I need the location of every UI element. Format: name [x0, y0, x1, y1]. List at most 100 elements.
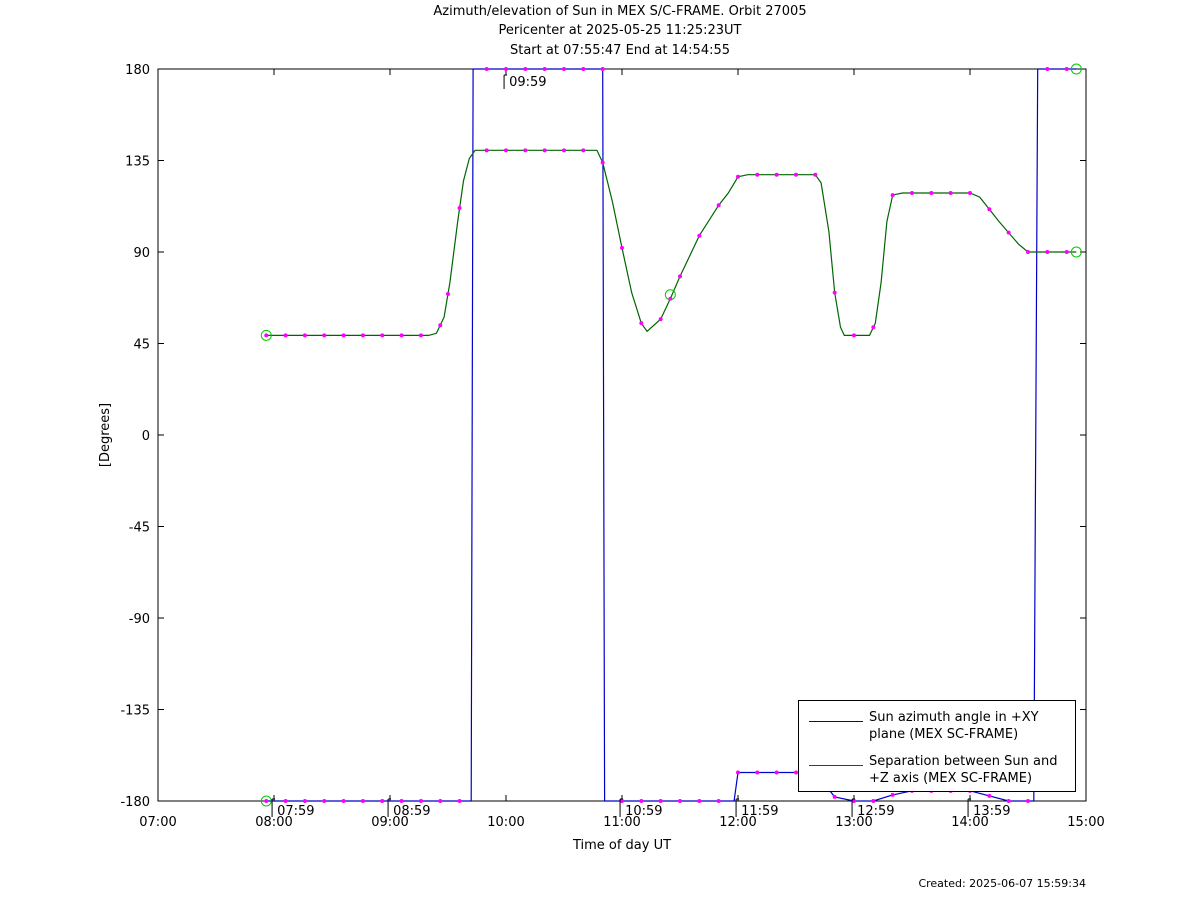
legend-item-azimuth: Sun azimuth angle in +XY plane (MEX SC-F…: [799, 709, 1075, 749]
endpoint-marker: [260, 795, 272, 807]
data-marker-separation: [1045, 250, 1050, 254]
data-marker-separation: [813, 172, 818, 177]
data-marker-separation: [484, 148, 489, 153]
legend-label-azimuth: Sun azimuth angle in +XY plane (MEX SC-F…: [869, 710, 1039, 742]
data-marker-azimuth: [484, 67, 489, 71]
data-marker-azimuth: [438, 799, 443, 803]
data-marker-separation: [446, 292, 450, 297]
annotation-label: 08:59: [393, 804, 430, 819]
x-tick-label: 07:00: [139, 815, 176, 830]
data-marker-separation: [581, 148, 586, 153]
data-marker-azimuth: [871, 799, 876, 803]
x-axis-label: Time of day UT: [572, 838, 671, 853]
data-marker-separation: [852, 333, 856, 338]
data-marker-azimuth: [716, 799, 721, 803]
data-marker-separation: [774, 172, 779, 177]
data-marker-separation: [380, 333, 385, 338]
chart-legend: Sun azimuth angle in +XY plane (MEX SC-F…: [798, 700, 1076, 792]
endpoint-marker: [1070, 63, 1082, 75]
data-marker-azimuth: [736, 770, 740, 775]
data-marker-separation: [283, 333, 288, 338]
data-marker-separation: [755, 172, 760, 177]
data-marker-azimuth: [678, 799, 682, 803]
y-tick-label: -90: [129, 612, 150, 627]
annotation-label: 10:59: [625, 804, 662, 819]
y-tick-label: 90: [133, 246, 150, 261]
data-marker-azimuth: [1045, 67, 1050, 71]
annotation-label: 13:59: [973, 804, 1010, 819]
endpoint-marker: [664, 289, 676, 301]
data-marker-separation: [542, 148, 547, 153]
data-marker-azimuth: [283, 799, 288, 803]
data-marker-separation: [322, 333, 327, 338]
legend-label-separation: Separation between Sun and +Z axis (MEX …: [869, 754, 1058, 786]
data-marker-azimuth: [1064, 67, 1069, 71]
data-marker-separation: [716, 203, 721, 208]
data-marker-separation: [562, 148, 566, 153]
y-axis-label: [Degrees]: [98, 403, 113, 467]
data-marker-azimuth: [504, 67, 508, 71]
data-marker-azimuth: [658, 799, 663, 803]
data-marker-azimuth: [890, 792, 895, 797]
data-marker-separation: [929, 191, 934, 196]
data-marker-azimuth: [697, 799, 702, 803]
data-marker-separation: [678, 274, 682, 279]
x-tick-label: 14:00: [951, 815, 988, 830]
data-marker-separation: [658, 317, 663, 322]
data-marker-azimuth: [322, 799, 327, 803]
pericenter-subtitle: Pericenter at 2025-05-25 11:25:23UT: [498, 23, 742, 38]
created-timestamp: Created: 2025-06-07 15:59:34: [918, 877, 1086, 890]
data-marker-separation: [600, 160, 605, 165]
data-marker-separation: [360, 333, 365, 338]
data-marker-separation: [871, 325, 876, 330]
data-marker-azimuth: [418, 799, 423, 803]
data-marker-azimuth: [1026, 799, 1030, 803]
data-marker-azimuth: [523, 67, 528, 71]
data-marker-azimuth: [639, 799, 644, 803]
data-marker-azimuth: [399, 799, 404, 803]
y-tick-label: -45: [129, 521, 150, 536]
data-marker-separation: [968, 191, 972, 196]
data-marker-azimuth: [774, 770, 779, 775]
data-marker-azimuth: [832, 794, 837, 799]
endpoint-marker: [260, 329, 272, 341]
data-marker-azimuth: [755, 770, 760, 775]
x-tick-label: 08:00: [255, 815, 292, 830]
x-tick-label: 15:00: [1067, 815, 1104, 830]
data-marker-separation: [1006, 230, 1011, 235]
y-tick-label: -180: [120, 795, 150, 810]
data-marker-separation: [832, 290, 837, 295]
data-marker-azimuth: [581, 67, 586, 71]
legend-item-separation: Separation between Sun and +Z axis (MEX …: [799, 753, 1075, 793]
data-marker-separation: [987, 207, 992, 212]
annotation-label: 12:59: [857, 804, 894, 819]
x-tick-label: 09:00: [371, 815, 408, 830]
data-marker-azimuth: [620, 799, 624, 803]
data-marker-separation: [457, 205, 462, 210]
start-end-subtitle: Start at 07:55:47 End at 14:54:55: [509, 43, 731, 58]
data-marker-azimuth: [794, 770, 798, 775]
x-tick-label: 12:00: [719, 815, 756, 830]
data-marker-separation: [264, 333, 269, 338]
y-tick-label: -135: [120, 704, 150, 719]
annotation-label: 11:59: [741, 804, 778, 819]
data-marker-separation: [736, 174, 740, 179]
plot-frame: [157, 68, 1087, 802]
series-line-separation: [266, 149, 1077, 336]
data-marker-separation: [438, 323, 443, 328]
legend-swatch-azimuth: [809, 721, 863, 722]
data-marker-azimuth: [987, 793, 992, 798]
data-marker-azimuth: [600, 67, 605, 71]
data-marker-azimuth: [302, 799, 307, 803]
data-marker-separation: [948, 191, 953, 196]
x-tick-label: 13:00: [835, 815, 872, 830]
data-marker-separation: [639, 321, 644, 326]
data-marker-azimuth: [341, 799, 346, 803]
data-marker-azimuth: [360, 799, 365, 803]
x-tick-label: 10:00: [487, 815, 524, 830]
chart-title: Azimuth/elevation of Sun in MEX S/C-FRAM…: [433, 4, 807, 19]
data-marker-azimuth: [380, 799, 385, 803]
y-tick-label: 180: [125, 63, 150, 78]
endpoint-marker: [1070, 246, 1082, 258]
data-marker-azimuth: [852, 799, 856, 803]
